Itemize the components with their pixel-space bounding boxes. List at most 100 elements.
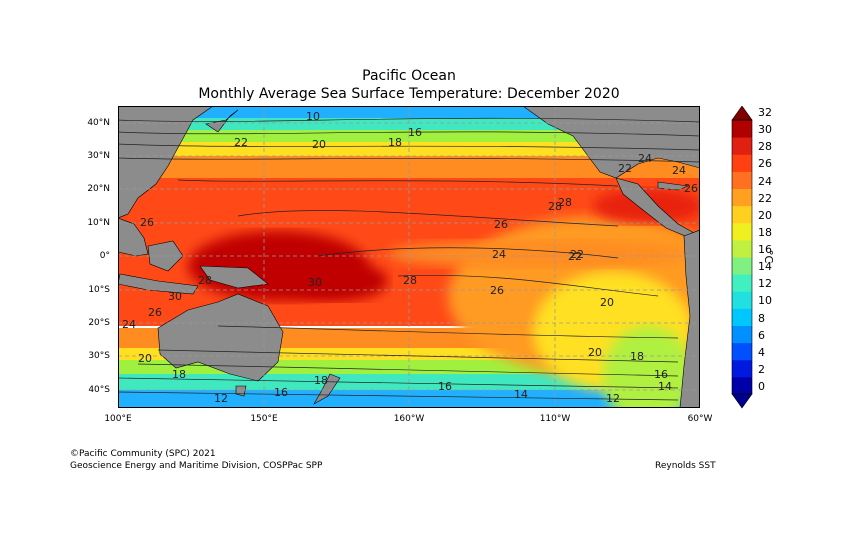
colorbar-segment [732, 274, 752, 292]
contour-label: 18 [314, 374, 328, 387]
colorbar-tick-label: 10 [758, 294, 772, 308]
sst-band-south-blue [118, 390, 700, 408]
equatorial-orange [388, 240, 688, 268]
cuba-landmass [657, 181, 690, 191]
colorbar-tick-label: 26 [758, 157, 772, 171]
warm-pool-east [288, 261, 388, 301]
contour-label: 22 [568, 250, 582, 263]
contour-label: 28 [198, 274, 212, 287]
lon-label: 60°W [687, 414, 713, 424]
contour-label: 28 [403, 274, 417, 287]
contour-label: 30 [308, 276, 322, 289]
lat-label: 20°S [88, 318, 110, 328]
colorbar-segment [732, 222, 752, 241]
colorbar-segment [732, 137, 752, 155]
contour-label: 28 [548, 200, 562, 213]
colorbar-tick-label: 32 [758, 106, 772, 119]
contour-label: 24 [672, 164, 686, 177]
colorbar-tick-label: 16 [758, 243, 772, 256]
lat-label: 0° [99, 251, 110, 261]
tasmania-landmass [235, 385, 247, 397]
contour-label: 14 [658, 380, 672, 393]
colorbar-segment [732, 308, 752, 326]
contour-label: 30 [168, 290, 182, 303]
contour-label: 18 [172, 368, 186, 381]
contour-label: 24 [122, 318, 136, 331]
colorbar-tick-label: 4 [758, 345, 765, 359]
colorbar-unit: °C [762, 250, 775, 264]
colorbar-tick-label: 18 [758, 225, 772, 239]
colorbar-tick-label: 6 [758, 328, 765, 342]
colorbar-min-arrow [731, 393, 753, 409]
colorbar-tick-label: 2 [758, 362, 765, 376]
contour-label: 20 [138, 352, 152, 365]
colorbar-segment [732, 239, 752, 258]
contour-label: 26 [490, 284, 504, 297]
lat-label: 10°S [88, 285, 110, 295]
colorbar-segment [732, 257, 752, 275]
lat-label: 10°N [87, 218, 110, 228]
colorbar-segments [732, 120, 752, 395]
borneo-landmass [147, 240, 184, 272]
colorbar-tick-label: 20 [758, 208, 772, 222]
colorbar-tick-label: 8 [758, 311, 765, 325]
colorbar-tick-label: 30 [758, 123, 772, 137]
colorbar-segment [732, 359, 752, 378]
colorbar-tick-label: 22 [758, 191, 772, 205]
lat-label: 30°S [88, 351, 110, 361]
lon-label: 160°W [393, 414, 425, 424]
contour-labels: 26 28 30 28 26 24 22 20 18 16 14 12 10 1… [122, 110, 698, 405]
lat-label: 40°N [87, 118, 110, 128]
indonesia-landmass [118, 273, 199, 295]
contour-label: 20 [600, 296, 614, 309]
colorbar-segment [732, 188, 752, 207]
contour-label: 22 [234, 136, 248, 149]
colorbar-tick-label: 14 [758, 260, 772, 274]
contour-label: 18 [388, 136, 402, 149]
contour-label: 28 [558, 196, 572, 209]
new-guinea-landmass [199, 265, 269, 289]
copyright-text: ©Pacific Community (SPC) 2021 [70, 449, 216, 459]
colorbar-tick-label: 12 [758, 277, 772, 291]
lat-label: 20°N [87, 184, 110, 194]
contour-label: 20 [312, 138, 326, 151]
colorbar-segment [732, 325, 752, 344]
colorbar-segment [732, 120, 752, 138]
contour-label: 16 [408, 126, 422, 139]
colorbar-segment [732, 154, 752, 172]
lon-label: 150°E [250, 414, 278, 424]
contour-label: 22 [618, 162, 632, 175]
southeast-asia-landmass [118, 217, 149, 257]
contour-label: 14 [514, 388, 528, 401]
contour-label: 24 [492, 248, 506, 261]
asia-landmass [118, 106, 214, 219]
colorbar-segment [732, 205, 752, 224]
colorbar-max-arrow [731, 106, 753, 121]
source-text: Reynolds SST [655, 461, 716, 471]
contour-label: 22 [570, 248, 584, 261]
contour-label: 12 [606, 392, 620, 405]
colorbar-segment [732, 342, 752, 361]
contour-label: 12 [214, 392, 228, 405]
contour-label: 26 [494, 218, 508, 231]
division-text: Geoscience Energy and Maritime Division,… [70, 461, 323, 471]
australia-landmass [157, 293, 284, 382]
contour-label: 10 [306, 110, 320, 123]
south-america-landmass [679, 229, 700, 408]
cold-tongue-green [603, 326, 693, 408]
lon-label: 100°E [104, 414, 132, 424]
contour-label: 16 [274, 386, 288, 399]
contour-label: 16 [438, 380, 452, 393]
map-title: Pacific Ocean [362, 68, 456, 84]
colorbar [731, 106, 753, 409]
sst-map: 26 28 30 28 26 24 22 20 18 16 14 12 10 1… [118, 106, 700, 408]
colorbar-segment [732, 171, 752, 189]
contour-label: 26 [684, 182, 698, 195]
colorbar-segment [732, 291, 752, 309]
lat-label: 30°N [87, 151, 110, 161]
contour-label: 16 [654, 368, 668, 381]
lat-label: 40°S [88, 385, 110, 395]
japan-landmass [205, 109, 239, 133]
contour-label: 26 [148, 306, 162, 319]
landmasses [118, 106, 700, 408]
